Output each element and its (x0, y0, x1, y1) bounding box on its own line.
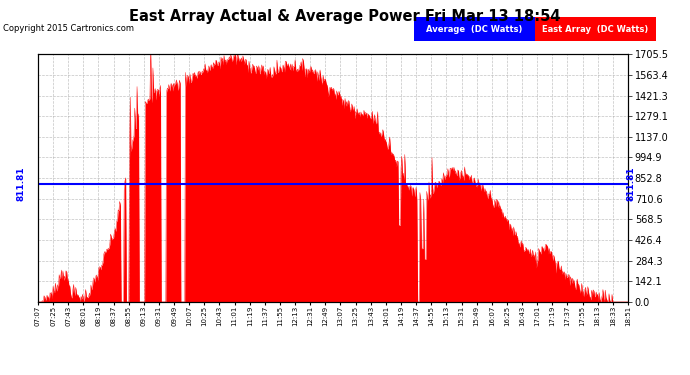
Text: 811.81: 811.81 (627, 167, 636, 201)
Text: Copyright 2015 Cartronics.com: Copyright 2015 Cartronics.com (3, 24, 135, 33)
Text: East Array Actual & Average Power Fri Mar 13 18:54: East Array Actual & Average Power Fri Ma… (129, 9, 561, 24)
Text: 811.81: 811.81 (16, 167, 26, 201)
Text: Average  (DC Watts): Average (DC Watts) (426, 25, 522, 34)
Text: East Array  (DC Watts): East Array (DC Watts) (542, 25, 648, 34)
